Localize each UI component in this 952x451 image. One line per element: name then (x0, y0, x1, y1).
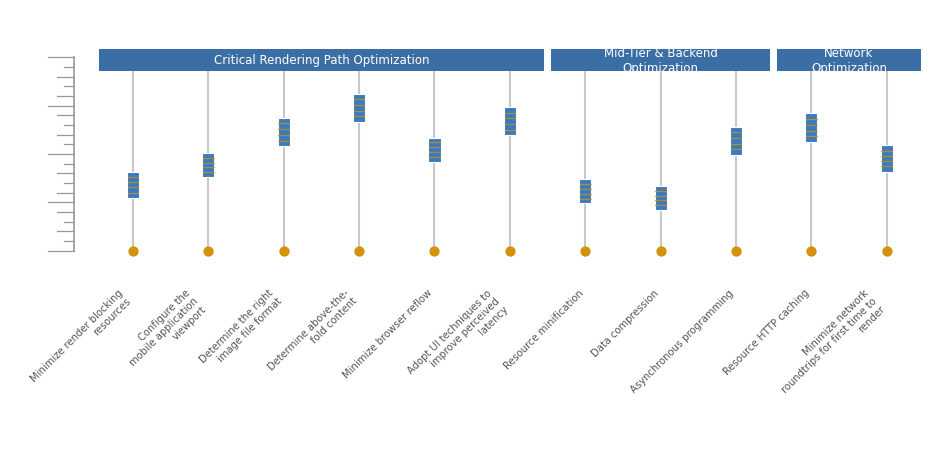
Bar (550, 50, 769, 71)
Point (201, 248, 216, 255)
Point (351, 248, 367, 255)
Bar (352, 94, 365, 123)
Bar (880, 146, 892, 172)
Point (502, 248, 517, 255)
Bar (504, 108, 515, 136)
Text: Network
Optimization: Network Optimization (810, 46, 886, 74)
Bar (127, 172, 139, 198)
Point (426, 248, 442, 255)
Bar (777, 50, 920, 71)
Point (577, 248, 592, 255)
Bar (729, 127, 742, 156)
Bar (99, 50, 544, 71)
Point (803, 248, 818, 255)
Bar (654, 186, 666, 211)
Point (878, 248, 893, 255)
Bar (277, 119, 289, 147)
Point (276, 248, 291, 255)
Bar (428, 138, 440, 162)
Point (126, 248, 141, 255)
Point (727, 248, 743, 255)
Bar (202, 154, 214, 178)
Bar (579, 180, 590, 204)
Bar (804, 114, 817, 143)
Point (652, 248, 667, 255)
Text: Critical Rendering Path Optimization: Critical Rendering Path Optimization (213, 54, 428, 67)
Text: Mid-Tier & Backend
Optimization: Mid-Tier & Backend Optimization (603, 46, 717, 74)
